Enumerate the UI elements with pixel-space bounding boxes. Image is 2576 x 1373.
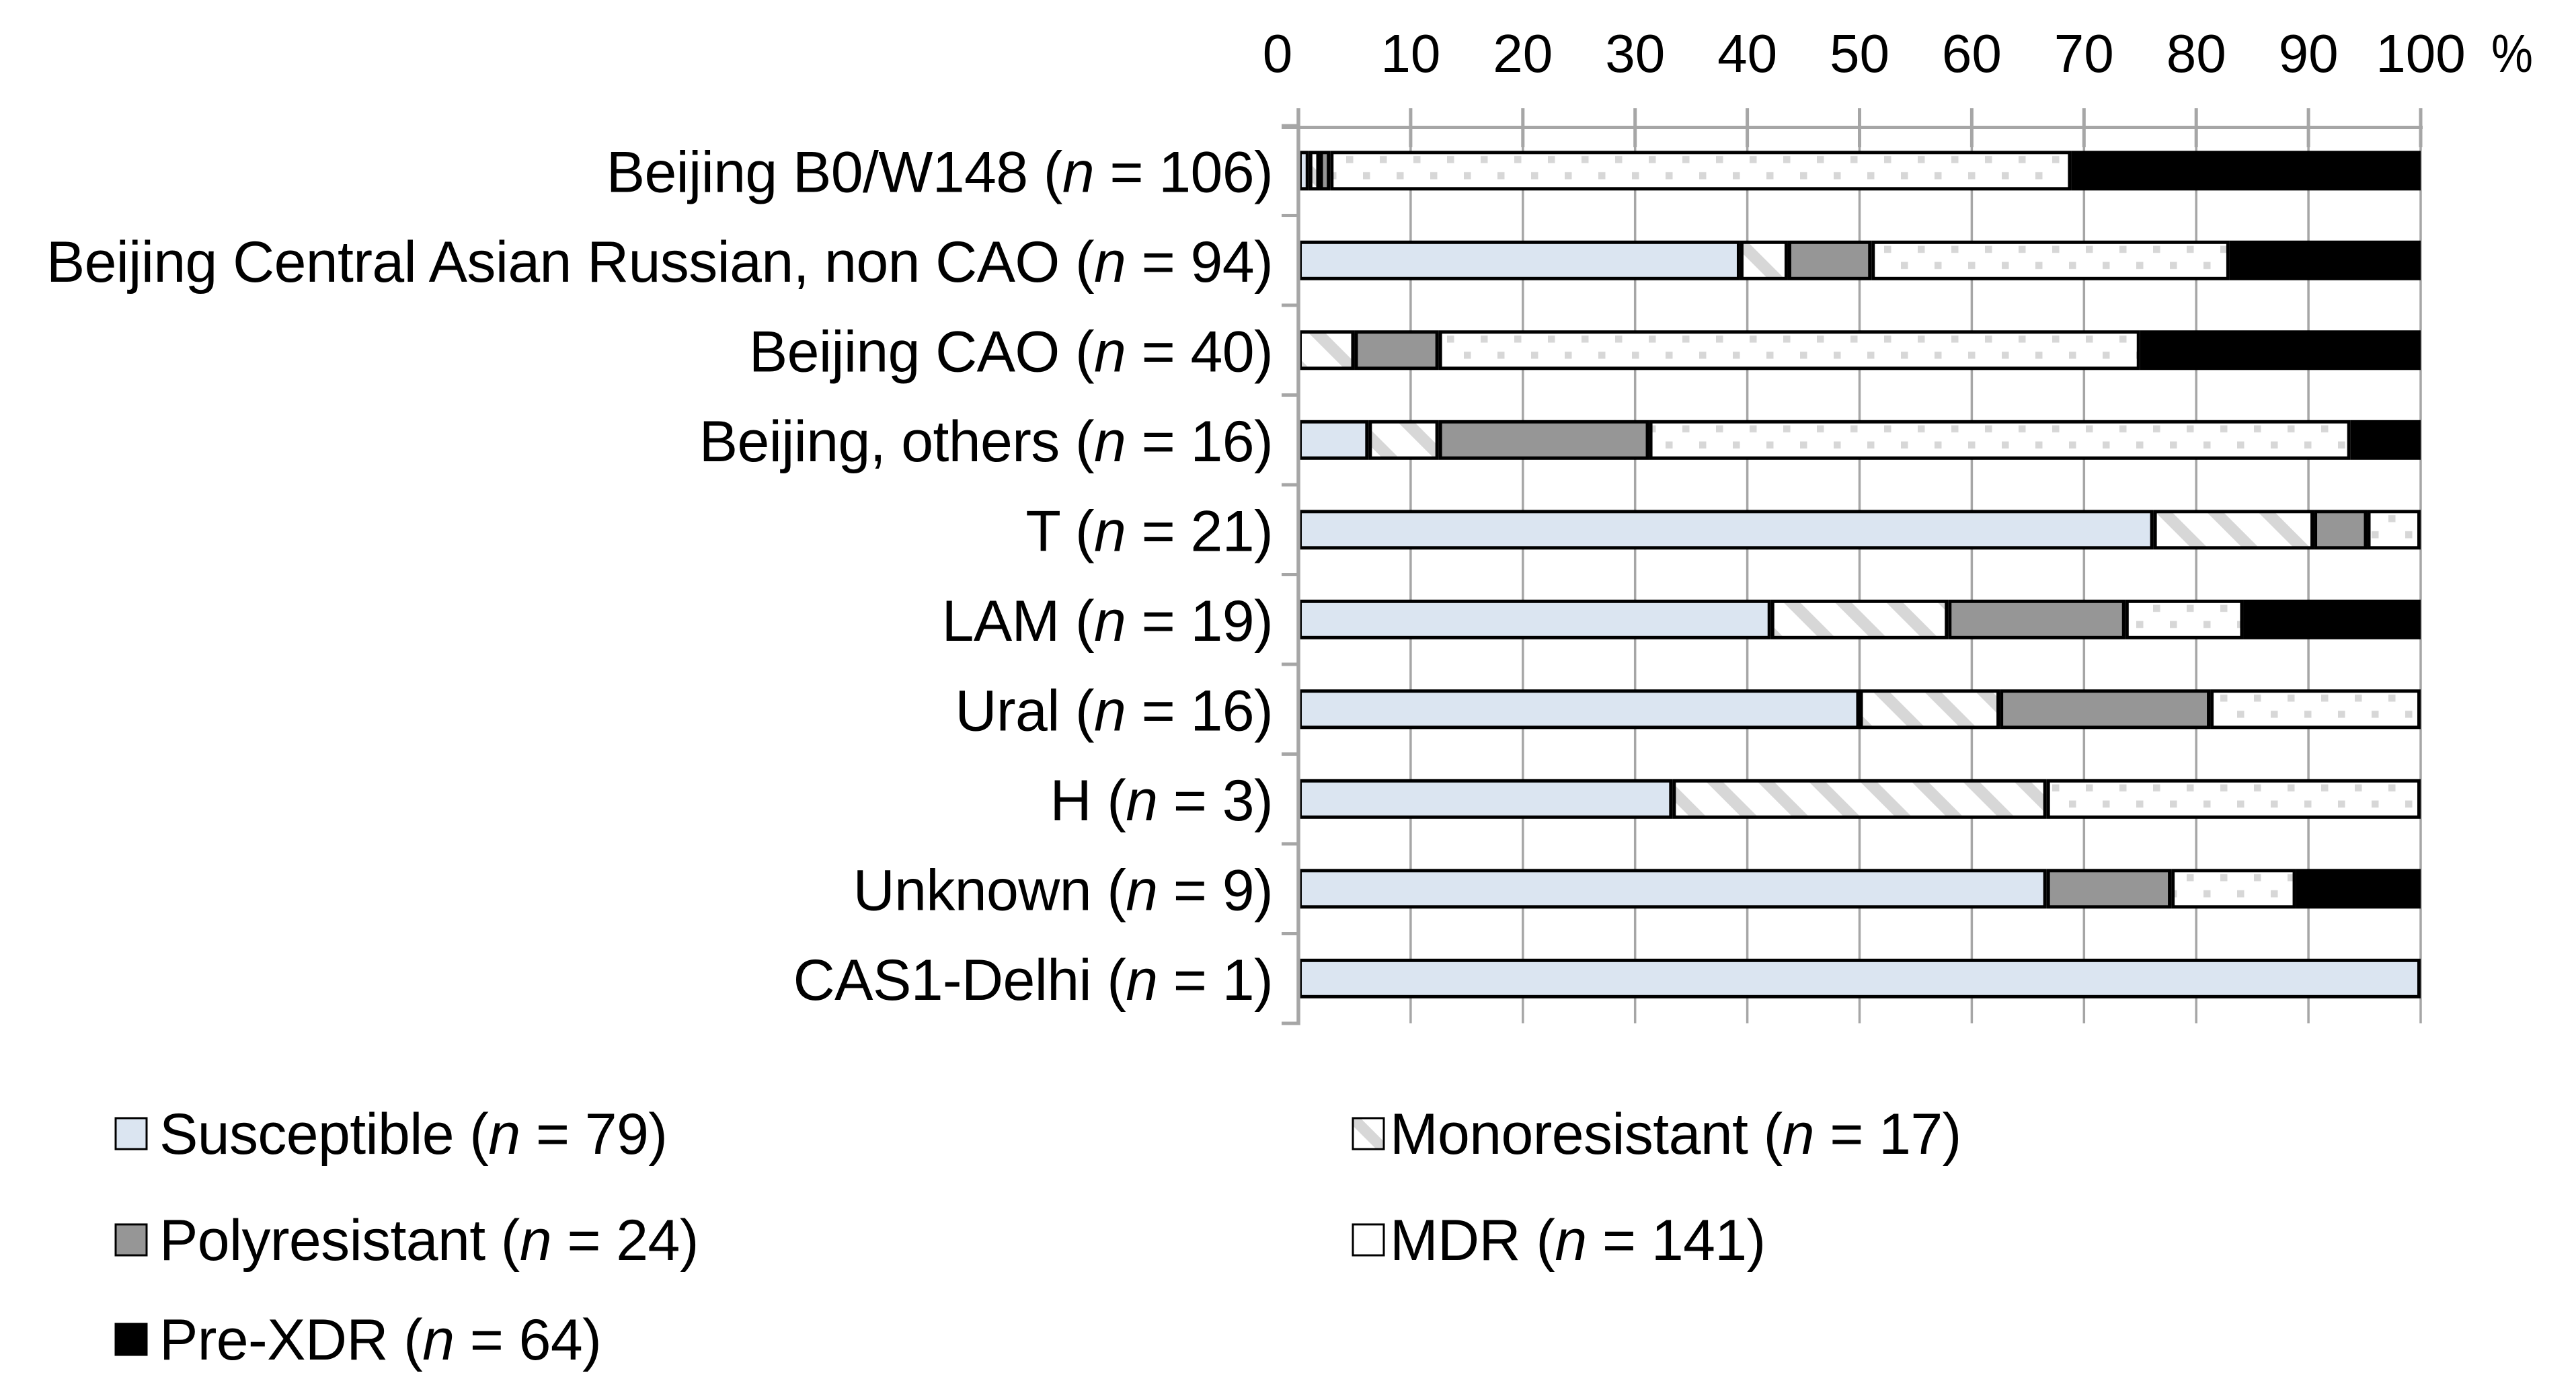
bar-segment-mdr bbox=[2171, 869, 2296, 909]
bar-segment-monoresistant bbox=[1672, 779, 2047, 819]
axis-tick-label: 100 bbox=[2376, 24, 2465, 83]
italic-n: n bbox=[1094, 319, 1126, 384]
bar-segment-mdr bbox=[2125, 599, 2244, 639]
bar-segment-pre-xdr bbox=[2350, 420, 2421, 460]
category-label: LAM (n = 19) bbox=[942, 589, 1273, 654]
bar-segment-polyresistant bbox=[1948, 599, 2125, 639]
bar-segment-mdr bbox=[1330, 151, 2072, 191]
category-label: Beijing B0/W148 (n = 106) bbox=[607, 140, 1273, 204]
bar-segment-susceptible bbox=[1298, 510, 2154, 550]
bar-segment-susceptible bbox=[1298, 240, 1740, 280]
bar-segment-monoresistant bbox=[1740, 240, 1788, 280]
bar-segment-susceptible bbox=[1298, 599, 1771, 639]
category-label: H (n = 3) bbox=[1050, 769, 1273, 833]
bar-segment-polyresistant bbox=[2314, 510, 2368, 550]
legend-label-polyresistant: Polyresistant (n = 24) bbox=[159, 1208, 699, 1273]
axis-tick-label: 10 bbox=[1380, 24, 1440, 83]
category-label: Unknown (n = 9) bbox=[853, 858, 1273, 923]
bar-segment-mdr bbox=[2210, 689, 2421, 730]
bar-segment-pre-xdr bbox=[2296, 869, 2421, 909]
italic-n: n bbox=[422, 1308, 454, 1372]
italic-n: n bbox=[1126, 948, 1157, 1013]
axis-tick-label: 70 bbox=[2054, 24, 2114, 83]
bar-segment-mdr bbox=[1649, 420, 2351, 460]
bar-segment-polyresistant bbox=[1319, 151, 1331, 191]
category-label: CAS1-Delhi (n = 1) bbox=[793, 948, 1273, 1013]
bar-segment-monoresistant bbox=[1309, 151, 1320, 191]
category-label: T (n = 21) bbox=[1025, 499, 1273, 563]
italic-n: n bbox=[1062, 140, 1094, 204]
axis-tick-label: 90 bbox=[2279, 24, 2339, 83]
bar-segment-pre-xdr bbox=[2071, 151, 2421, 191]
bar-segment-polyresistant bbox=[1354, 330, 1439, 370]
axes-group bbox=[1282, 108, 2423, 1025]
italic-n: n bbox=[1126, 858, 1157, 923]
bar-segment-susceptible bbox=[1298, 151, 1309, 191]
axis-unit-label: % bbox=[2491, 24, 2533, 83]
bar-segment-mdr bbox=[1438, 330, 2140, 370]
bar-segment-pre-xdr bbox=[2140, 330, 2421, 370]
bar-segment-susceptible bbox=[1298, 779, 1673, 819]
bar-segment-monoresistant bbox=[1298, 330, 1355, 370]
bar-segment-polyresistant bbox=[2000, 689, 2211, 730]
bar-segment-monoresistant bbox=[2153, 510, 2314, 550]
category-label: Ural (n = 16) bbox=[955, 678, 1273, 743]
legend-swatch-pre-xdr bbox=[114, 1323, 148, 1356]
legend-group: Susceptible (n = 79) Monoresistant (n = 1… bbox=[114, 1102, 1961, 1372]
legend-label-monoresistant: Monoresistant (n = 17) bbox=[1390, 1102, 1961, 1167]
axis-tick-label: 80 bbox=[2167, 24, 2226, 83]
bar-segment-polyresistant bbox=[1787, 240, 1872, 280]
axis-tick-label: 50 bbox=[1830, 24, 1889, 83]
bar-segment-susceptible bbox=[1298, 689, 1860, 730]
legend-label-susceptible: Susceptible (n = 79) bbox=[159, 1102, 667, 1167]
bar-segment-mdr bbox=[2046, 779, 2421, 819]
axis-tick-label: 60 bbox=[1942, 24, 2002, 83]
italic-n: n bbox=[1094, 409, 1126, 474]
category-labels-group: Beijing B0/W148 (n = 106) Beijing Central… bbox=[46, 140, 1274, 1013]
legend-swatch-mdr bbox=[1352, 1223, 1385, 1257]
italic-n: n bbox=[1783, 1102, 1814, 1167]
bar-segment-mdr bbox=[2367, 510, 2421, 550]
axis-tick-label: 30 bbox=[1605, 24, 1665, 83]
bar-segment-polyresistant bbox=[2046, 869, 2172, 909]
legend-swatch-border bbox=[1352, 1117, 1385, 1150]
legend-label-mdr: MDR (n = 141) bbox=[1390, 1208, 1766, 1273]
bar-segment-pre-xdr bbox=[2243, 599, 2421, 639]
italic-n: n bbox=[1555, 1208, 1586, 1273]
bars-group bbox=[1298, 151, 2421, 998]
legend-label-pre-xdr: Pre-XDR (n = 64) bbox=[159, 1308, 601, 1372]
italic-n: n bbox=[520, 1208, 551, 1273]
axis-tick-label: 20 bbox=[1493, 24, 1553, 83]
axis-labels-group: 0 10 20 30 40 50 60 70 80 90 100% bbox=[1263, 24, 2533, 83]
bar-segment-pre-xdr bbox=[2229, 240, 2421, 280]
italic-n: n bbox=[1126, 769, 1157, 833]
italic-n: n bbox=[1094, 499, 1126, 563]
bar-segment-monoresistant bbox=[1770, 599, 1949, 639]
italic-n: n bbox=[1094, 589, 1126, 654]
bar-segment-susceptible bbox=[1298, 420, 1369, 460]
bar-segment-monoresistant bbox=[1859, 689, 2000, 730]
bar-segment-susceptible bbox=[1298, 869, 2047, 909]
bar-segment-susceptible bbox=[1298, 958, 2421, 998]
category-label: Beijing CAO (n = 40) bbox=[749, 319, 1273, 384]
bar-segment-polyresistant bbox=[1438, 420, 1649, 460]
category-label: Beijing Central Asian Russian, non CAO (… bbox=[46, 230, 1273, 295]
legend-swatch-polyresistant bbox=[114, 1223, 148, 1257]
legend-swatch-susceptible bbox=[114, 1117, 148, 1150]
bar-segment-monoresistant bbox=[1368, 420, 1439, 460]
category-label: Beijing, others (n = 16) bbox=[699, 409, 1273, 474]
axis-tick-label: 0 bbox=[1263, 24, 1293, 83]
italic-n: n bbox=[1094, 678, 1126, 743]
italic-n: n bbox=[488, 1102, 520, 1167]
bar-segment-mdr bbox=[1871, 240, 2230, 280]
italic-n: n bbox=[1094, 230, 1126, 295]
legend-swatch-stripe bbox=[1353, 1118, 1384, 1149]
axis-tick-label: 40 bbox=[1717, 24, 1777, 83]
